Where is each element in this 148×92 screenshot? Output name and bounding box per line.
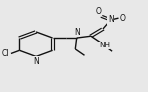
Text: N: N xyxy=(74,28,80,37)
Text: N: N xyxy=(108,15,114,24)
Text: NH: NH xyxy=(99,42,110,48)
Text: N: N xyxy=(33,57,39,66)
Text: O: O xyxy=(119,14,125,23)
Text: Cl: Cl xyxy=(1,49,9,58)
Text: O: O xyxy=(96,7,102,16)
